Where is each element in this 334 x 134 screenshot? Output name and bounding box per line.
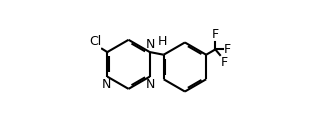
Text: F: F [223,43,230,56]
Text: N: N [102,78,111,91]
Text: F: F [221,56,228,69]
Text: Cl: Cl [89,35,101,48]
Text: F: F [212,28,219,41]
Text: N: N [146,38,155,51]
Text: H: H [158,35,167,48]
Text: N: N [146,78,155,91]
